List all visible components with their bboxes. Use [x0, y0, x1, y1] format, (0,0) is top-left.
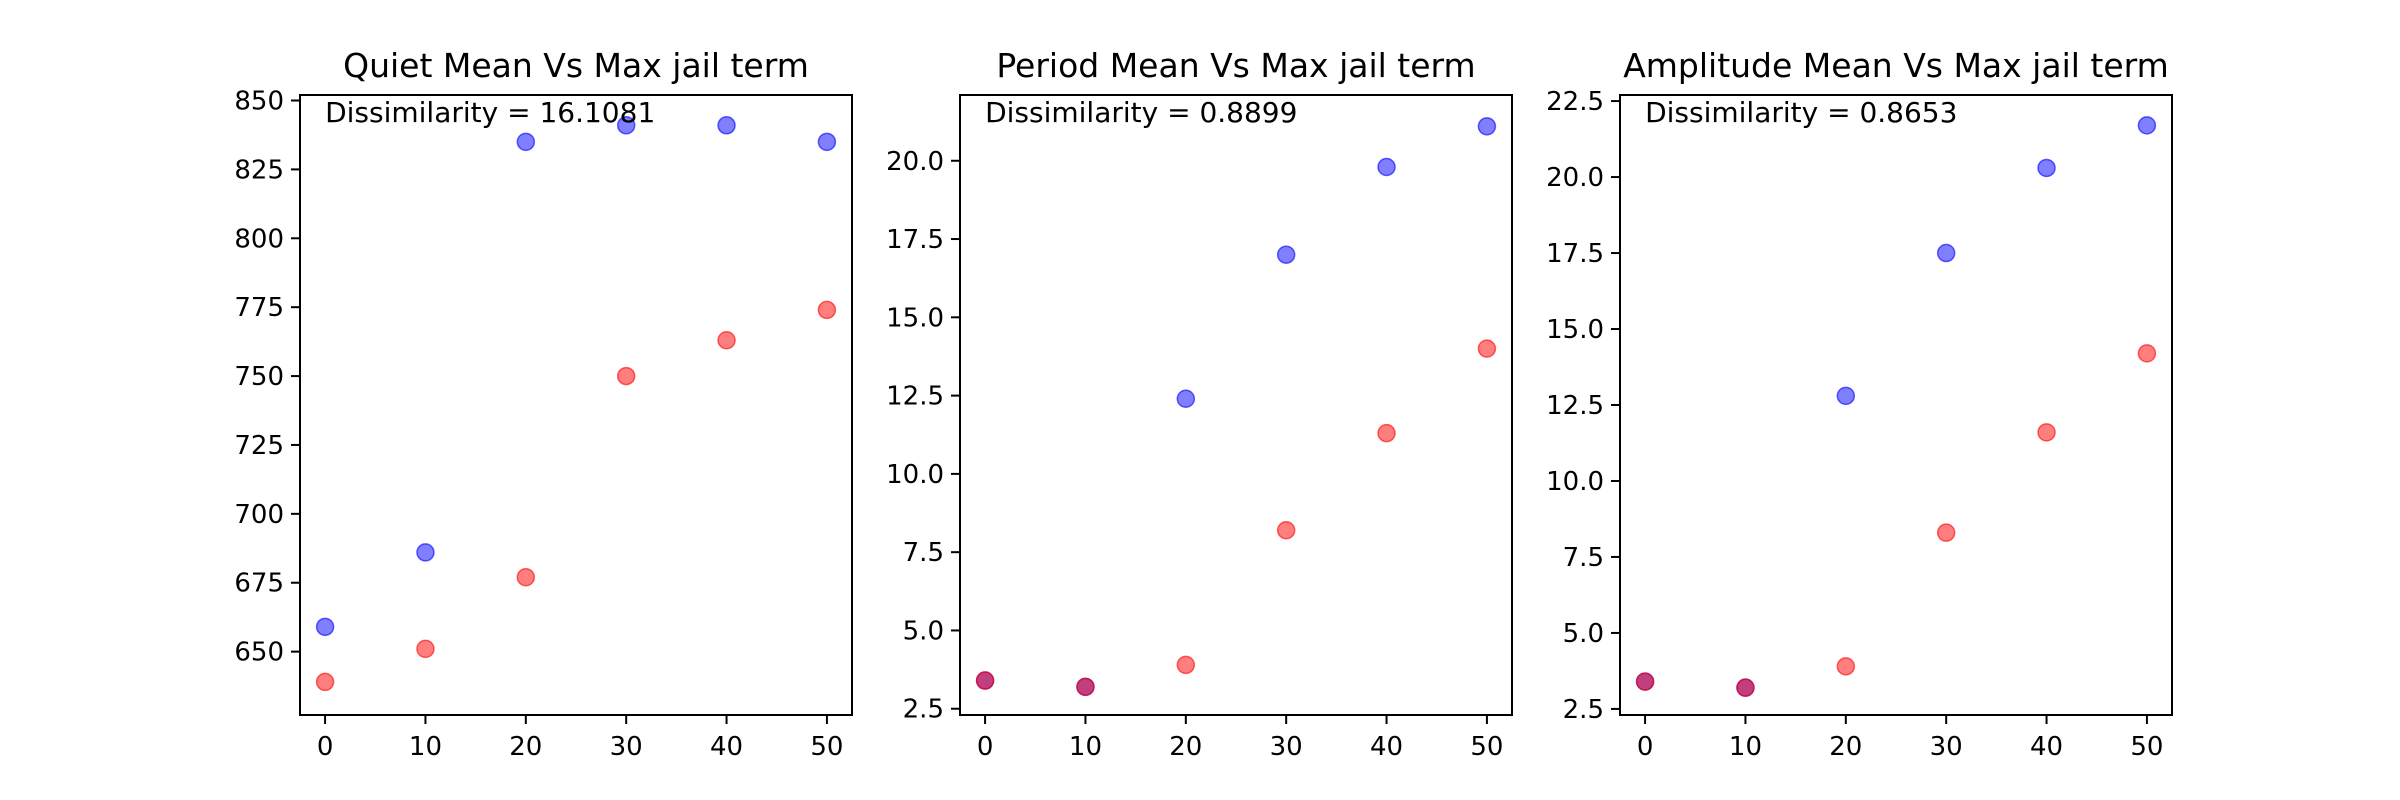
y-tick-label: 825: [234, 155, 284, 185]
y-tick-label: 20.0: [886, 147, 944, 177]
data-point-series-2: [1477, 339, 1497, 358]
y-tick-label: 20.0: [1546, 163, 1604, 193]
x-tick-label: 50: [2130, 732, 2163, 762]
x-tick-label: 40: [2030, 732, 2063, 762]
data-point-series-2: [717, 330, 736, 350]
data-point-series-1: [817, 132, 837, 152]
y-tick-label: 725: [234, 431, 284, 461]
axes-frame: [959, 94, 1513, 716]
x-tick-label: 50: [1470, 732, 1503, 762]
data-point-series-1: [516, 132, 536, 152]
x-tick-label: 10: [1069, 732, 1102, 762]
data-point-series-2: [1936, 523, 1956, 542]
data-point-series-2: [817, 300, 837, 320]
y-tick-label: 10.0: [1546, 467, 1604, 497]
data-point-series-1: [616, 116, 636, 135]
data-point-series-2: [1736, 678, 1755, 697]
data-point-series-2: [2137, 344, 2157, 363]
y-tick-label: 5.0: [1563, 619, 1604, 649]
data-point-series-2: [315, 672, 335, 692]
data-point-series-2: [516, 567, 536, 587]
y-tick-label: 750: [234, 362, 284, 392]
data-point-series-1: [1377, 157, 1396, 177]
y-tick-label: 15.0: [1546, 315, 1604, 345]
y-tick-label: 22.5: [1546, 87, 1604, 117]
x-tick-label: 50: [810, 732, 843, 762]
data-point-series-2: [1276, 521, 1296, 540]
x-tick-label: 30: [1930, 732, 1963, 762]
data-point-series-1: [1176, 389, 1196, 408]
data-point-series-1: [1836, 386, 1856, 406]
x-tick-label: 40: [710, 732, 743, 762]
data-point-series-2: [1176, 655, 1196, 675]
data-point-series-2: [1836, 657, 1856, 676]
y-tick-label: 2.5: [903, 695, 944, 725]
dissimilarity-annotation: Dissimilarity = 0.8653: [1645, 96, 1957, 129]
x-tick-label: 40: [1370, 732, 1403, 762]
y-tick-label: 10.0: [886, 460, 944, 490]
y-tick-label: 7.5: [903, 538, 944, 568]
y-tick-label: 2.5: [1563, 695, 1604, 725]
x-tick-label: 20: [509, 732, 542, 762]
data-point-series-1: [2137, 116, 2157, 135]
data-point-series-1: [2037, 158, 2056, 178]
x-tick-label: 0: [317, 732, 334, 762]
chart-title: Period Mean Vs Max jail term: [996, 46, 1475, 85]
y-tick-label: 650: [234, 638, 284, 668]
data-point-series-2: [616, 366, 636, 386]
data-point-series-1: [315, 617, 335, 637]
y-tick-label: 700: [234, 500, 284, 530]
subplot-3: Amplitude Mean Vs Max jail term 0 10 20 30 40…: [1546, 46, 2173, 762]
axes-frame: [299, 94, 853, 716]
data-point-series-2: [1076, 677, 1095, 697]
y-tick-label: 17.5: [1546, 239, 1604, 269]
x-tick-label: 20: [1169, 732, 1202, 762]
y-tick-label: 7.5: [1563, 543, 1604, 573]
y-tick-label: 17.5: [886, 225, 944, 255]
y-tick-label: 800: [234, 224, 284, 254]
data-point-series-2: [1635, 672, 1655, 691]
data-point-series-2: [416, 639, 435, 659]
data-point-series-1: [717, 116, 736, 135]
chart-title: Quiet Mean Vs Max jail term: [343, 46, 809, 85]
data-point-series-2: [2037, 423, 2056, 442]
subplot-2: Period Mean Vs Max jail term 0 10 20 30 40 50 2…: [886, 46, 1513, 762]
y-tick-label: 5.0: [903, 616, 944, 646]
x-tick-label: 30: [1270, 732, 1303, 762]
x-tick-label: 10: [409, 732, 442, 762]
y-tick-label: 775: [234, 293, 284, 323]
y-tick-label: 12.5: [1546, 391, 1604, 421]
y-tick-label: 15.0: [886, 303, 944, 333]
y-tick-label: 675: [234, 569, 284, 599]
dissimilarity-annotation: Dissimilarity = 0.8899: [985, 96, 1297, 129]
data-point-series-2: [1377, 423, 1396, 443]
data-point-series-1: [416, 543, 435, 562]
x-tick-label: 30: [610, 732, 643, 762]
subplot-1: Quiet Mean Vs Max jail term 0 10 20 30 40 50 65…: [234, 46, 853, 762]
x-tick-label: 10: [1729, 732, 1762, 762]
x-tick-label: 0: [977, 732, 994, 762]
x-tick-label: 20: [1829, 732, 1862, 762]
data-point-series-1: [1936, 243, 1956, 263]
chart-title: Amplitude Mean Vs Max jail term: [1623, 46, 2169, 85]
y-tick-label: 12.5: [886, 382, 944, 412]
x-tick-label: 0: [1637, 732, 1654, 762]
data-point-series-1: [1276, 245, 1296, 264]
dissimilarity-annotation: Dissimilarity = 16.1081: [325, 96, 655, 129]
axes-frame: [1619, 94, 2173, 716]
y-tick-label: 850: [234, 87, 284, 117]
data-point-series-1: [1477, 117, 1497, 136]
data-point-series-2: [975, 671, 995, 690]
